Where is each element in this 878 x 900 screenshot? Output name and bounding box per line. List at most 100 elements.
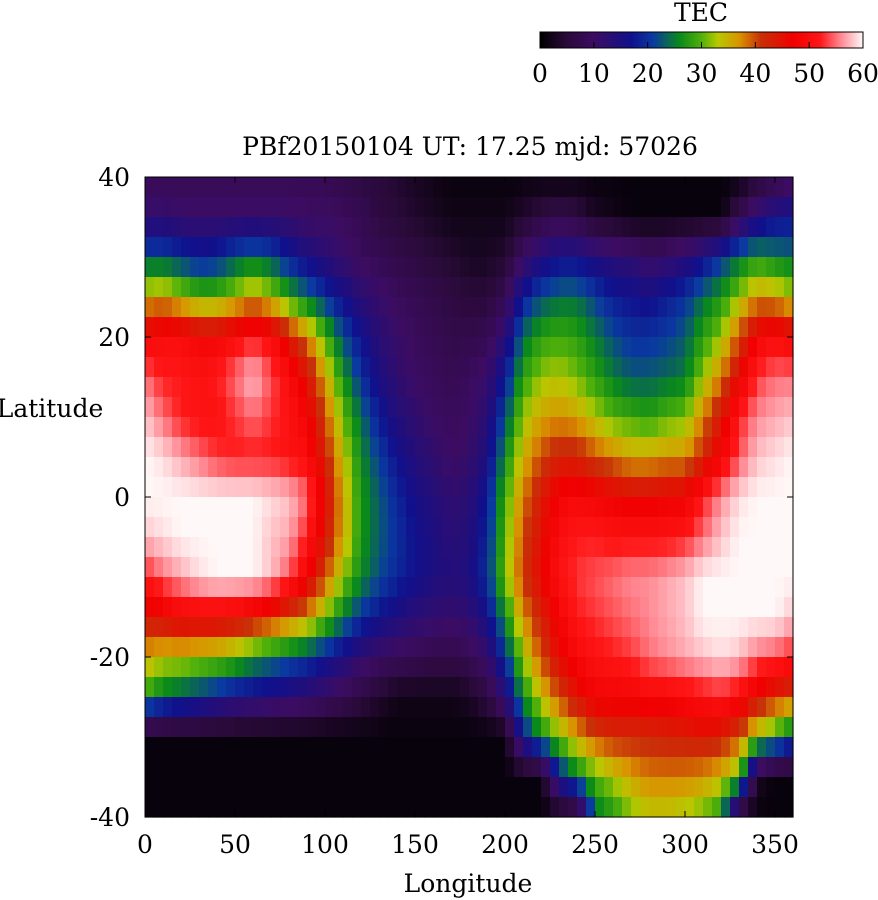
heatmap-cell xyxy=(514,337,524,358)
heatmap-cell xyxy=(577,497,587,518)
heatmap-cell xyxy=(262,477,272,498)
heatmap-cell xyxy=(235,377,245,398)
heatmap-cell xyxy=(667,377,677,398)
heatmap-cell xyxy=(730,177,740,198)
heatmap-cell xyxy=(658,497,668,518)
heatmap-cell xyxy=(568,197,578,218)
heatmap-cell xyxy=(775,457,785,478)
heatmap-cell xyxy=(397,597,407,618)
heatmap-cell xyxy=(577,437,587,458)
heatmap-cell xyxy=(595,177,605,198)
heatmap-cell xyxy=(784,337,794,358)
heatmap-cell xyxy=(163,677,173,698)
heatmap-cell xyxy=(541,297,551,318)
heatmap-cell xyxy=(559,637,569,658)
heatmap-cell xyxy=(244,717,254,738)
heatmap-cell xyxy=(352,617,362,638)
heatmap-cell xyxy=(388,697,398,718)
heatmap-cell xyxy=(487,757,497,778)
heatmap-cell xyxy=(667,417,677,438)
heatmap-cell xyxy=(190,717,200,738)
heatmap-cell xyxy=(487,497,497,518)
heatmap-cell xyxy=(487,197,497,218)
heatmap-cell xyxy=(613,797,623,818)
heatmap-cell xyxy=(739,397,749,418)
heatmap-cell xyxy=(145,777,155,798)
heatmap-cell xyxy=(469,517,479,538)
heatmap-cell xyxy=(739,297,749,318)
heatmap-cell xyxy=(244,777,254,798)
heatmap-cell xyxy=(145,297,155,318)
heatmap-cell xyxy=(361,497,371,518)
heatmap-cell xyxy=(325,697,335,718)
heatmap-cell xyxy=(235,697,245,718)
heatmap-cell xyxy=(775,517,785,538)
heatmap-cell xyxy=(208,317,218,338)
heatmap-cell xyxy=(784,257,794,278)
heatmap-cell xyxy=(208,717,218,738)
heatmap-cell xyxy=(406,177,416,198)
heatmap-cell xyxy=(298,477,308,498)
heatmap-cell xyxy=(460,537,470,558)
heatmap-cell xyxy=(505,477,515,498)
colorbar-tick-label: 60 xyxy=(847,59,878,88)
heatmap-cell xyxy=(550,637,560,658)
heatmap-cell xyxy=(217,497,227,518)
heatmap-cell xyxy=(271,777,281,798)
heatmap-cell xyxy=(676,337,686,358)
heatmap-cell xyxy=(649,597,659,618)
heatmap-cell xyxy=(658,717,668,738)
heatmap-cell xyxy=(415,197,425,218)
heatmap-cell xyxy=(649,657,659,678)
heatmap-cell xyxy=(415,657,425,678)
heatmap-cell xyxy=(361,177,371,198)
heatmap-cell xyxy=(145,257,155,278)
heatmap-cell xyxy=(154,777,164,798)
heatmap-cell xyxy=(208,477,218,498)
heatmap-cell xyxy=(262,577,272,598)
heatmap-cell xyxy=(514,277,524,298)
heatmap-cell xyxy=(433,557,443,578)
heatmap-cell xyxy=(307,337,317,358)
heatmap-cell xyxy=(415,217,425,238)
heatmap-cell xyxy=(280,417,290,438)
heatmap-cell xyxy=(748,637,758,658)
heatmap-cell xyxy=(757,257,767,278)
heatmap-cell xyxy=(343,697,353,718)
heatmap-cell xyxy=(316,337,326,358)
heatmap-cell xyxy=(541,437,551,458)
heatmap-cell xyxy=(442,757,452,778)
heatmap-cell xyxy=(766,617,776,638)
heatmap-cell xyxy=(739,317,749,338)
heatmap-cell xyxy=(487,557,497,578)
heatmap-cell xyxy=(550,477,560,498)
heatmap-cell xyxy=(532,397,542,418)
heatmap-cell xyxy=(703,797,713,818)
heatmap-cell xyxy=(451,477,461,498)
heatmap-cell xyxy=(217,377,227,398)
heatmap-cell xyxy=(784,397,794,418)
heatmap-cell xyxy=(397,757,407,778)
heatmap-cell xyxy=(145,397,155,418)
heatmap-cell xyxy=(172,597,182,618)
heatmap-cell xyxy=(568,297,578,318)
heatmap-cell xyxy=(451,757,461,778)
heatmap-cell xyxy=(262,377,272,398)
heatmap-cell xyxy=(766,637,776,658)
heatmap-cell xyxy=(235,237,245,258)
heatmap-cell xyxy=(577,357,587,378)
heatmap-cell xyxy=(748,477,758,498)
heatmap-cell xyxy=(550,377,560,398)
heatmap-cell xyxy=(451,317,461,338)
heatmap-cell xyxy=(577,417,587,438)
heatmap-cell xyxy=(172,677,182,698)
heatmap-cell xyxy=(604,777,614,798)
heatmap-cell xyxy=(604,277,614,298)
heatmap-cell xyxy=(190,257,200,278)
heatmap-cell xyxy=(289,757,299,778)
heatmap-cell xyxy=(289,317,299,338)
heatmap-cell xyxy=(712,617,722,638)
heatmap-cell xyxy=(640,397,650,418)
heatmap-cell xyxy=(298,617,308,638)
heatmap-cell xyxy=(613,777,623,798)
